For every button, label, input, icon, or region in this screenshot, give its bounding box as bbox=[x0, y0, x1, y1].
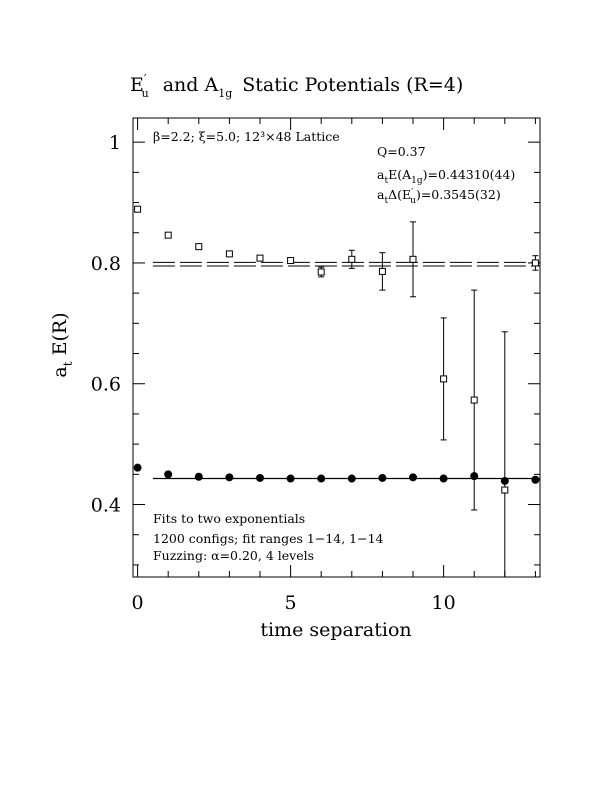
annotation-configs: 1200 configs; fit ranges 1−14, 1−14 bbox=[153, 531, 384, 546]
y-tick-label: 0.8 bbox=[91, 253, 121, 275]
data-point-eu bbox=[470, 396, 478, 404]
data-point-eu bbox=[164, 231, 172, 239]
data-point-eu bbox=[378, 267, 386, 275]
data-point-a1g bbox=[133, 463, 142, 472]
data-point-eu bbox=[440, 375, 448, 383]
data-point-eu bbox=[348, 255, 356, 263]
data-point-a1g bbox=[286, 474, 295, 483]
x-tick-label: 0 bbox=[132, 592, 144, 614]
data-point-a1g bbox=[531, 475, 540, 484]
data-point-a1g bbox=[378, 473, 387, 482]
data-point-a1g bbox=[225, 473, 234, 482]
fit-lines bbox=[152, 261, 540, 480]
chart-title: E′ u and A1g Static Potentials (R=4) bbox=[130, 72, 463, 100]
plot-frame bbox=[132, 117, 541, 578]
x-tick-label: 5 bbox=[285, 592, 297, 614]
data-point-eu bbox=[287, 257, 295, 265]
data-point-eu bbox=[531, 259, 539, 267]
tick-labels: 0 5 10 0.4 0.6 0.8 1 bbox=[91, 132, 456, 614]
data-point-eu bbox=[134, 205, 142, 213]
y-axis-label: at E(R) bbox=[49, 312, 75, 377]
x-tick-label: 10 bbox=[432, 592, 456, 614]
y-tick-label: 1 bbox=[109, 132, 121, 154]
data-point-eu bbox=[195, 243, 203, 251]
data-point-eu bbox=[317, 268, 325, 276]
data-point-a1g bbox=[500, 476, 509, 485]
annotation-fits: Fits to two exponentials bbox=[153, 511, 305, 526]
y-tick-label: 0.6 bbox=[91, 374, 121, 396]
data-point-a1g bbox=[194, 472, 203, 481]
data-point-a1g bbox=[317, 474, 326, 483]
data-point-eu bbox=[409, 255, 417, 263]
data-point-a1g bbox=[347, 474, 356, 483]
y-tick-label: 0.4 bbox=[91, 495, 121, 517]
data-point-eu bbox=[256, 254, 264, 262]
annotation-eu-fit: atΔ(E′ u)=0.3545(32) bbox=[377, 187, 501, 206]
data-marks bbox=[133, 205, 540, 577]
data-point-a1g bbox=[255, 473, 264, 482]
data-point-eu bbox=[225, 250, 233, 258]
annotation-lattice: β=2.2; ξ=5.0; 12³×48 Lattice bbox=[153, 129, 340, 144]
x-axis-label: time separation bbox=[260, 619, 411, 641]
data-point-a1g bbox=[439, 474, 448, 483]
annotation-a1g-fit: atE(A1g)=0.44310(44) bbox=[377, 167, 515, 186]
data-point-a1g bbox=[470, 472, 479, 481]
data-point-a1g bbox=[409, 473, 418, 482]
data-point-eu bbox=[501, 486, 509, 494]
data-point-a1g bbox=[164, 470, 173, 479]
annotation-fuzzing: Fuzzing: α=0.20, 4 levels bbox=[153, 548, 314, 563]
annotation-q: Q=0.37 bbox=[377, 144, 426, 159]
